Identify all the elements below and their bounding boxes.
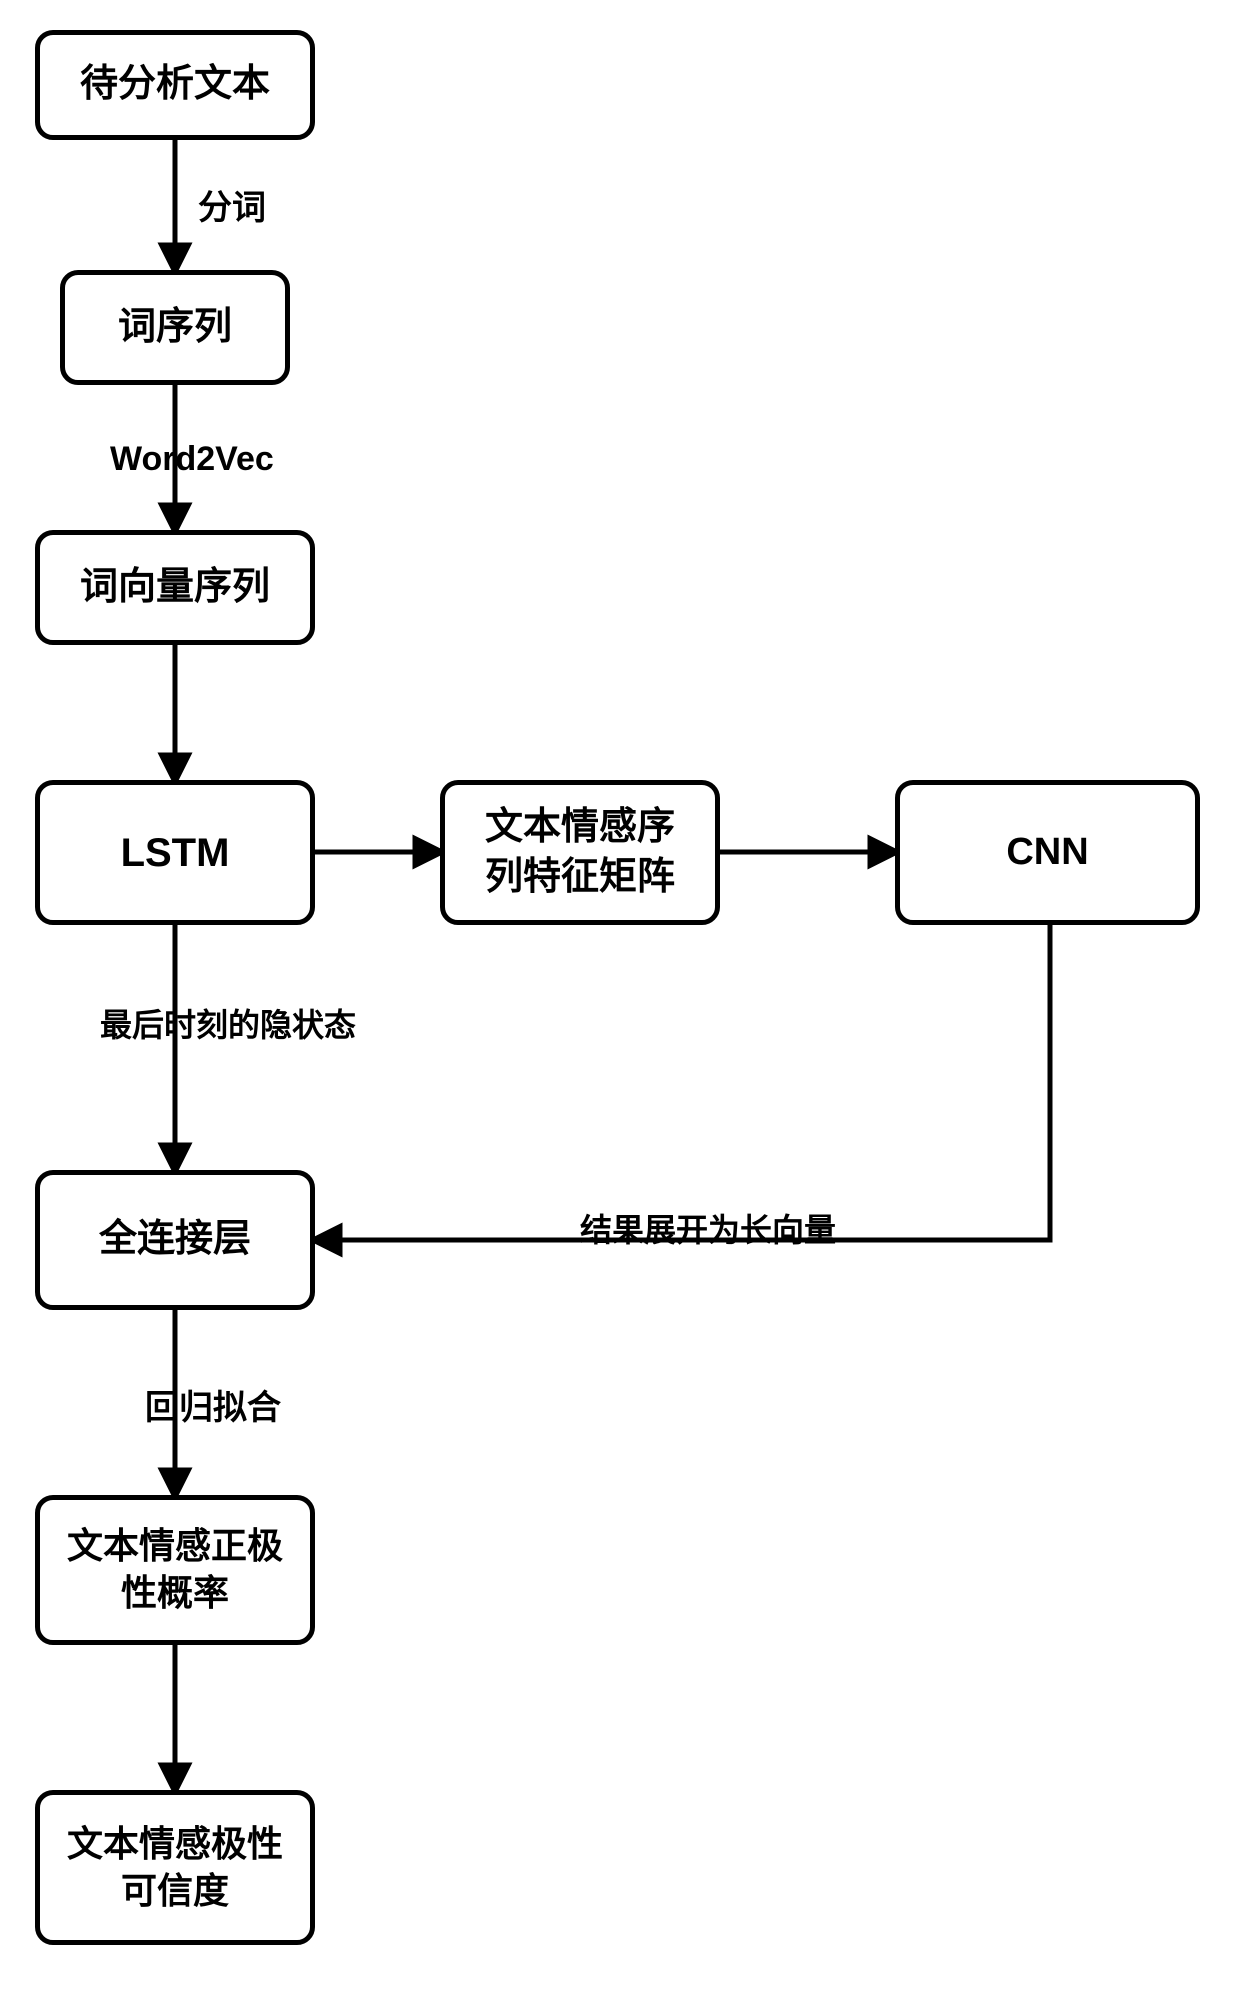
node-label: CNN xyxy=(1006,828,1088,877)
node-label: LSTM xyxy=(121,827,230,879)
node-n3: 词向量序列 xyxy=(35,530,315,645)
node-n2: 词序列 xyxy=(60,270,290,385)
edge-n6-n7 xyxy=(315,925,1050,1240)
node-n6: CNN xyxy=(895,780,1200,925)
node-n7: 全连接层 xyxy=(35,1170,315,1310)
node-label: 文本情感正极 性概率 xyxy=(67,1523,283,1617)
node-label: 全连接层 xyxy=(99,1215,251,1264)
node-label: 待分析文本 xyxy=(80,60,270,109)
edge-label: Word2Vec xyxy=(110,440,274,479)
node-label: 词序列 xyxy=(118,303,232,352)
node-n4: LSTM xyxy=(35,780,315,925)
edge-label: 回归拟合 xyxy=(145,1380,281,1429)
node-label: 文本情感极性 可信度 xyxy=(67,1821,283,1915)
node-label: 文本情感序 列特征矩阵 xyxy=(485,803,675,902)
node-n5: 文本情感序 列特征矩阵 xyxy=(440,780,720,925)
node-n9: 文本情感极性 可信度 xyxy=(35,1790,315,1945)
edge-label: 最后时刻的隐状态 xyxy=(100,1000,356,1046)
edge-label: 分词 xyxy=(198,180,266,229)
node-n1: 待分析文本 xyxy=(35,30,315,140)
edge-label: 结果展开为长向量 xyxy=(580,1205,836,1251)
node-label: 词向量序列 xyxy=(80,563,270,612)
node-n8: 文本情感正极 性概率 xyxy=(35,1495,315,1645)
